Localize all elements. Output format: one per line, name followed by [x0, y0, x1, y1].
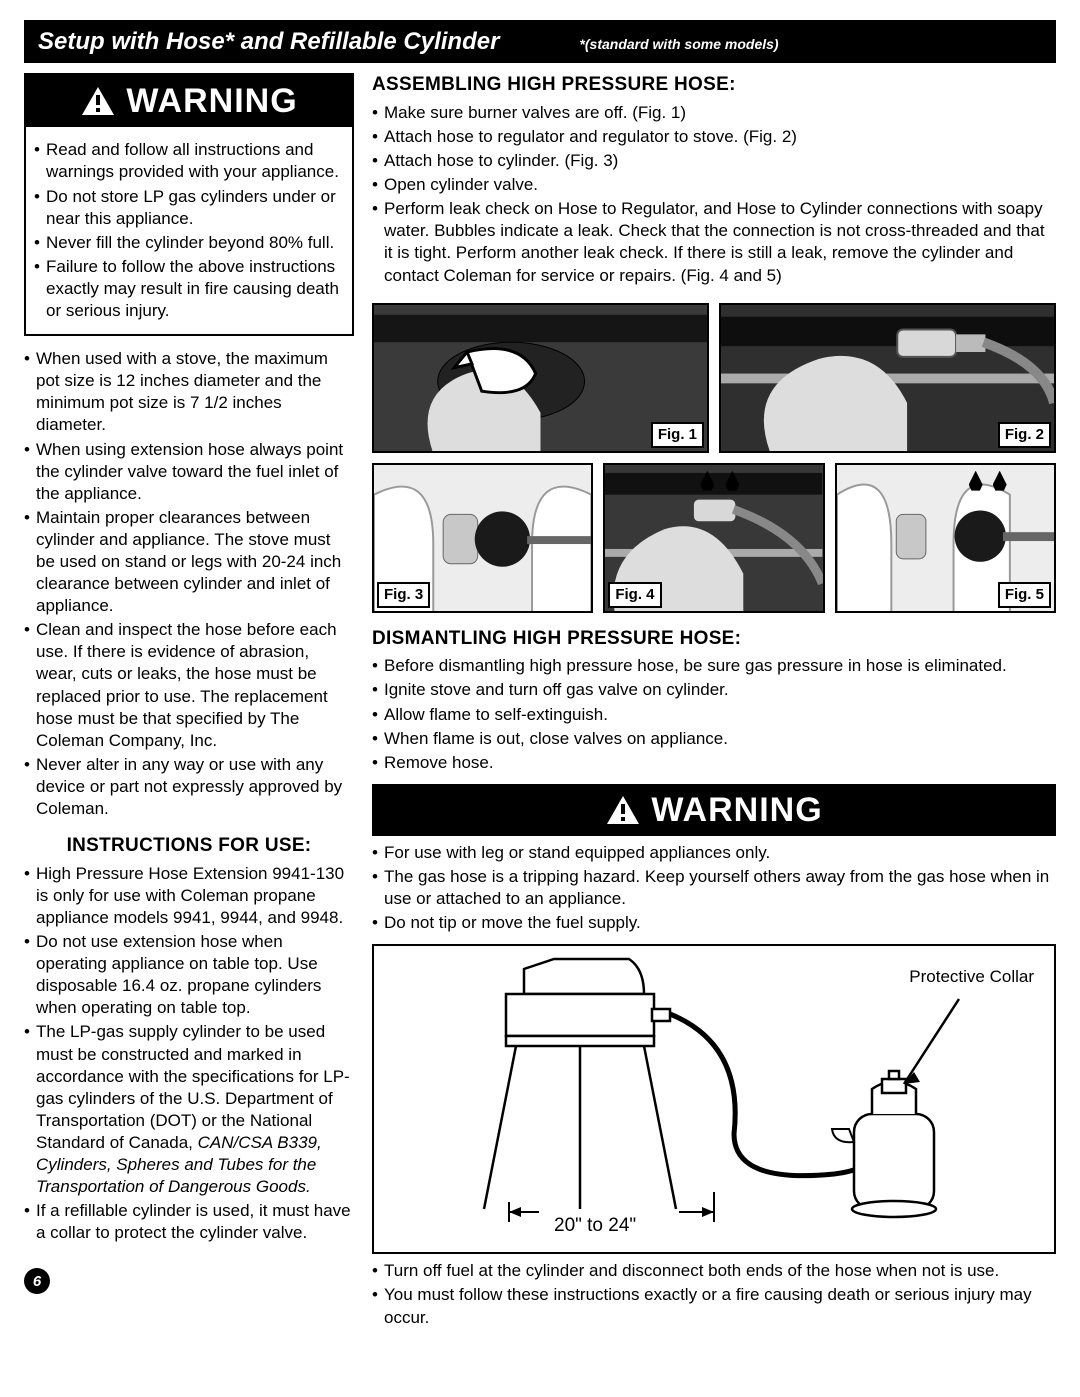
setup-diagram: Protective Collar	[372, 944, 1056, 1254]
dismantle-list: Before dismantling high pressure hose, b…	[372, 655, 1056, 773]
list-item: Never fill the cylinder beyond 80% full.	[34, 232, 344, 254]
left-column: WARNING Read and follow all instructions…	[24, 73, 354, 1330]
list-item: When flame is out, close valves on appli…	[372, 728, 1056, 750]
dismantle-heading: DISMANTLING HIGH PRESSURE HOSE:	[372, 627, 1056, 652]
list-item: Allow flame to self-extinguish.	[372, 704, 1056, 726]
additional-notes-list: When used with a stove, the maximum pot …	[24, 348, 354, 820]
list-item: Attach hose to regulator and regulator t…	[372, 126, 1056, 148]
list-item: For use with leg or stand equipped appli…	[372, 842, 1056, 864]
page-number: 6	[24, 1268, 50, 1294]
instructions-heading: INSTRUCTIONS FOR USE:	[24, 834, 354, 859]
list-item: Perform leak check on Hose to Regulator,…	[372, 198, 1056, 286]
figure-label: Fig. 2	[998, 422, 1051, 448]
list-item: When used with a stove, the maximum pot …	[24, 348, 354, 436]
right-column: ASSEMBLING HIGH PRESSURE HOSE: Make sure…	[372, 73, 1056, 1330]
warning-text: WARNING	[126, 79, 297, 123]
warning-box: WARNING Read and follow all instructions…	[24, 73, 354, 336]
list-item: High Pressure Hose Extension 9941-130 is…	[24, 863, 354, 929]
assemble-list: Make sure burner valves are off. (Fig. 1…	[372, 102, 1056, 287]
warning-box-list: Read and follow all instructions and war…	[34, 139, 344, 322]
list-item: The gas hose is a tripping hazard. Keep …	[372, 866, 1056, 910]
warn2-list: For use with leg or stand equipped appli…	[372, 842, 1056, 934]
list-item: Before dismantling high pressure hose, b…	[372, 655, 1056, 677]
figure-label: Fig. 3	[377, 582, 430, 608]
header-title: Setup with Hose* and Refillable Cylinder	[38, 26, 499, 57]
list-item: Do not store LP gas cylinders under or n…	[34, 186, 344, 230]
figure-label: Fig. 5	[998, 582, 1051, 608]
list-item: Never alter in any way or use with any d…	[24, 754, 354, 820]
list-item: If a refillable cylinder is used, it mus…	[24, 1200, 354, 1244]
list-item: Maintain proper clearances between cylin…	[24, 507, 354, 617]
list-item: Make sure burner valves are off. (Fig. 1…	[372, 102, 1056, 124]
list-item: Attach hose to cylinder. (Fig. 3)	[372, 150, 1056, 172]
warning-banner-2: WARNING	[372, 784, 1056, 836]
warning-text: WARNING	[651, 788, 822, 832]
list-item: Remove hose.	[372, 752, 1056, 774]
list-item: Open cylinder valve.	[372, 174, 1056, 196]
list-item: Turn off fuel at the cylinder and discon…	[372, 1260, 1056, 1282]
header-bar: Setup with Hose* and Refillable Cylinder…	[24, 20, 1056, 63]
warning-banner: WARNING	[26, 75, 352, 127]
columns: WARNING Read and follow all instructions…	[24, 73, 1056, 1330]
list-item: Do not tip or move the fuel supply.	[372, 912, 1056, 934]
list-item: The LP-gas supply cylinder to be used mu…	[24, 1021, 354, 1198]
warning-triangle-icon	[605, 794, 641, 826]
header-note: *(standard with some models)	[579, 35, 778, 53]
list-item: Clean and inspect the hose before each u…	[24, 619, 354, 752]
figure-label: Fig. 1	[651, 422, 704, 448]
figure-5: Fig. 5	[835, 463, 1056, 613]
list-item: Read and follow all instructions and war…	[34, 139, 344, 183]
list-item: Failure to follow the above instructions…	[34, 256, 344, 322]
footer-list: Turn off fuel at the cylinder and discon…	[372, 1260, 1056, 1328]
figure-2: Fig. 2	[719, 303, 1056, 453]
figure-3: Fig. 3	[372, 463, 593, 613]
list-item: When using extension hose always point t…	[24, 439, 354, 505]
figure-row-bottom: Fig. 3 Fig. 4	[372, 463, 1056, 613]
figure-1: Fig. 1	[372, 303, 709, 453]
assemble-heading: ASSEMBLING HIGH PRESSURE HOSE:	[372, 73, 1056, 98]
warning-triangle-icon	[80, 85, 116, 117]
setup-diagram-svg	[384, 954, 1024, 1224]
instructions-list: High Pressure Hose Extension 9941-130 is…	[24, 863, 354, 1245]
figure-4: Fig. 4	[603, 463, 824, 613]
list-item: Ignite stove and turn off gas valve on c…	[372, 679, 1056, 701]
figure-label: Fig. 4	[608, 582, 661, 608]
distance-label: 20" to 24"	[554, 1214, 636, 1239]
list-item: You must follow these instructions exact…	[372, 1284, 1056, 1328]
figure-row-top: Fig. 1 Fig. 2	[372, 303, 1056, 453]
list-item: Do not use extension hose when operating…	[24, 931, 354, 1019]
